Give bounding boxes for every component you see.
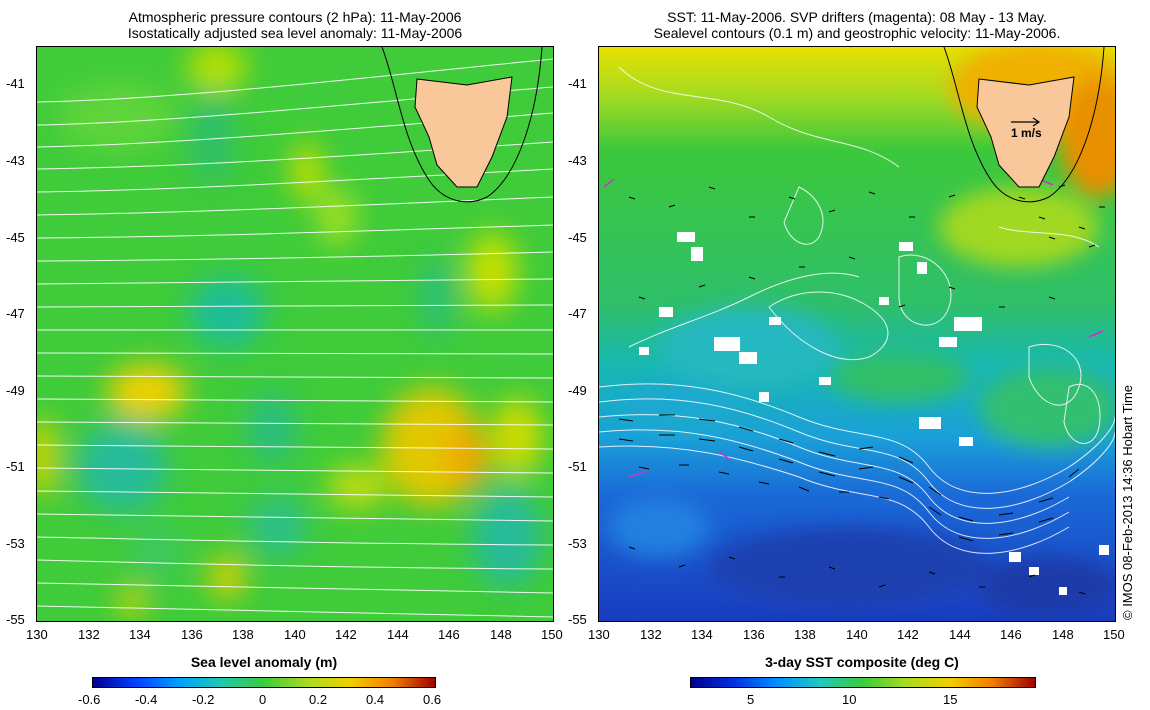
- x-tick: 144: [387, 627, 409, 642]
- y-tick: -47: [6, 306, 25, 321]
- x-tick: 138: [232, 627, 254, 642]
- imos-credit: © IMOS 08-Feb-2013 14:36 Hobart Time: [1120, 384, 1135, 620]
- x-tick: 140: [846, 627, 868, 642]
- y-tick: -53: [568, 536, 587, 551]
- sea-level-anomaly-field: [37, 47, 553, 621]
- velocity-scale-label: 1 m/s: [1011, 126, 1042, 140]
- y-tick: -41: [568, 76, 587, 91]
- x-tick: 136: [743, 627, 765, 642]
- x-tick: 148: [1052, 627, 1074, 642]
- x-tick: 148: [490, 627, 512, 642]
- y-tick: -49: [568, 383, 587, 398]
- colorbar-tick: 10: [842, 692, 857, 707]
- colorbar-tick: 0.4: [366, 692, 385, 707]
- cloud-gaps: [639, 232, 1109, 595]
- x-tick: 144: [949, 627, 971, 642]
- left-title-line2: Isostatically adjusted sea level anomaly…: [127, 25, 463, 41]
- y-tick: -45: [568, 230, 587, 245]
- y-tick: -47: [568, 306, 587, 321]
- colorbar-tick: 0.6: [423, 692, 442, 707]
- left-colorbar-label: Sea level anomaly (m): [190, 654, 338, 670]
- x-tick: 146: [1000, 627, 1022, 642]
- y-tick: -55: [6, 612, 25, 627]
- x-tick: 134: [691, 627, 713, 642]
- right-colorbar-label: 3-day SST composite (deg C): [765, 654, 959, 670]
- right-title-line1: SST: 11-May-2006. SVP drifters (magenta)…: [667, 9, 1047, 25]
- x-tick: 150: [541, 627, 563, 642]
- y-tick: -41: [6, 76, 25, 91]
- sea-level-colorbar: [92, 677, 436, 688]
- colorbar-tick: 5: [747, 692, 755, 707]
- tasmania-land-sst: [976, 76, 1075, 188]
- x-tick: 142: [897, 627, 919, 642]
- x-tick: 138: [794, 627, 816, 642]
- x-tick: 134: [129, 627, 151, 642]
- sst-field: [599, 47, 1115, 621]
- tasmania-land: [414, 76, 513, 188]
- sea-level-contours: [599, 66, 1115, 554]
- x-tick: 136: [181, 627, 203, 642]
- y-tick: -43: [6, 153, 25, 168]
- y-tick: -51: [568, 459, 587, 474]
- colorbar-tick: 0.2: [309, 692, 328, 707]
- sst-map: 1 m/s: [598, 46, 1116, 622]
- y-tick: -51: [6, 459, 25, 474]
- sea-level-anomaly-map: [36, 46, 554, 622]
- colorbar-tick: 0: [259, 692, 267, 707]
- x-tick: 132: [640, 627, 662, 642]
- x-tick: 140: [284, 627, 306, 642]
- sst-colorbar: [690, 677, 1036, 688]
- geostrophic-velocity-arrows: [618, 184, 1105, 595]
- x-tick: 146: [438, 627, 460, 642]
- y-tick: -49: [6, 383, 25, 398]
- colorbar-tick: -0.6: [78, 692, 101, 707]
- y-tick: -45: [6, 230, 25, 245]
- y-tick: -53: [6, 536, 25, 551]
- colorbar-tick: -0.4: [135, 692, 158, 707]
- x-tick: 130: [26, 627, 48, 642]
- colorbar-tick: 15: [943, 692, 958, 707]
- velocity-scale-arrow: [1011, 117, 1041, 127]
- colorbar-tick: -0.2: [192, 692, 215, 707]
- x-tick: 132: [78, 627, 100, 642]
- y-tick: -43: [568, 153, 587, 168]
- x-tick: 130: [588, 627, 610, 642]
- x-tick: 150: [1103, 627, 1125, 642]
- right-title-line2: Sealevel contours (0.1 m) and geostrophi…: [653, 25, 1061, 41]
- x-tick: 142: [335, 627, 357, 642]
- left-title-line1: Atmospheric pressure contours (2 hPa): 1…: [128, 9, 462, 25]
- y-tick: -55: [568, 612, 587, 627]
